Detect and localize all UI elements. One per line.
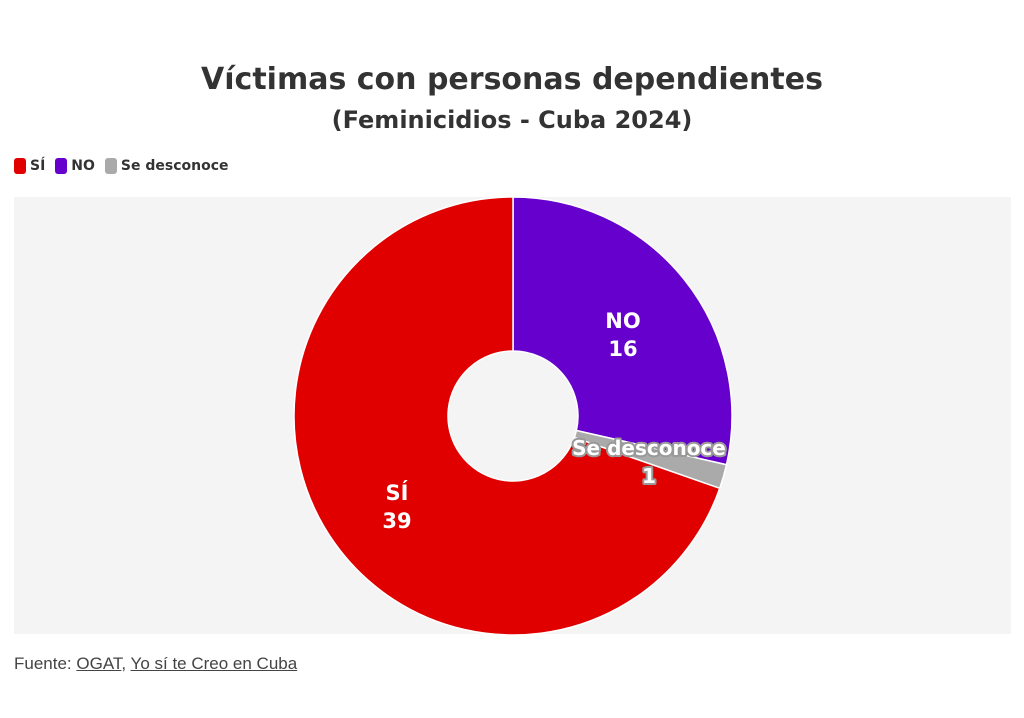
slice-value-no: 16 — [608, 337, 637, 361]
slice-label-se-desconoce: Se desconoce — [572, 436, 726, 460]
slice-value-si: 39 — [382, 509, 411, 533]
slice-no[interactable] — [512, 196, 733, 466]
legend-item-no[interactable]: NO — [55, 158, 95, 174]
chart-subtitle: (Feminicidios - Cuba 2024) — [331, 106, 693, 134]
slice-si[interactable] — [293, 196, 721, 636]
footer-separator: , — [121, 654, 131, 673]
legend-swatch-no — [55, 158, 68, 174]
legend-swatch-si — [14, 158, 26, 174]
slice-label-no: NO — [605, 309, 640, 333]
source-footer: Fuente: OGAT, Yo sí te Creo en Cuba — [14, 654, 297, 674]
footer-prefix: Fuente: — [14, 654, 77, 673]
legend-label-si: SÍ — [30, 158, 46, 174]
legend-swatch-se-desconoce — [104, 158, 117, 174]
legend: SÍ NO Se desconoce — [14, 158, 233, 174]
source-link-ogat[interactable]: OGAT — [76, 654, 122, 673]
slice-value-se-desconoce: 1 — [642, 464, 656, 488]
slice-label-si: SÍ — [386, 480, 409, 505]
chart-title: Víctimas con personas dependientes — [201, 62, 823, 97]
source-link-yo-si-te-creo[interactable]: Yo sí te Creo en Cuba — [130, 654, 298, 673]
legend-item-se-desconoce[interactable]: Se desconoce — [104, 158, 229, 174]
legend-item-si[interactable]: SÍ — [14, 158, 45, 174]
legend-label-no: NO — [71, 158, 95, 174]
legend-label-se-desconoce: Se desconoce — [120, 158, 229, 174]
